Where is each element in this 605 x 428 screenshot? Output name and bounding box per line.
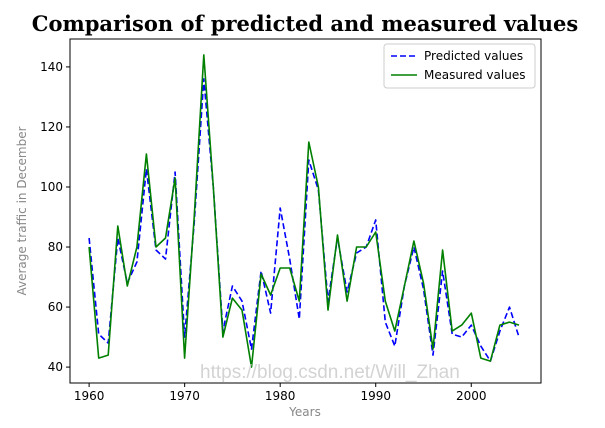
legend: Predicted values Measured values <box>383 43 536 89</box>
x-tick-label: 1970 <box>169 389 200 403</box>
legend-box <box>383 43 536 89</box>
x-tick-label: 1980 <box>265 389 296 403</box>
legend-label-predicted: Predicted values <box>424 49 523 63</box>
y-tick-label: 140 <box>40 60 63 74</box>
x-tick-label: 2000 <box>456 389 487 403</box>
x-axis-label: Years <box>288 405 321 419</box>
y-tick-label: 60 <box>48 300 63 314</box>
watermark: https://blog.csdn.net/Will_Zhan <box>200 362 460 383</box>
chart-title: Comparison of predicted and measured val… <box>32 11 578 36</box>
legend-label-measured: Measured values <box>424 68 525 82</box>
plot-frame <box>69 38 542 384</box>
y-tick-label: 40 <box>48 360 63 374</box>
y-tick-label: 80 <box>48 240 63 254</box>
y-tick-label: 100 <box>40 180 63 194</box>
y-axis-label: Average traffic in December <box>15 126 29 295</box>
x-tick-label: 1960 <box>74 389 105 403</box>
y-tick-label: 120 <box>40 120 63 134</box>
x-tick-label: 1990 <box>360 389 391 403</box>
series-line-measured <box>88 54 520 368</box>
series-line-predicted <box>88 78 520 362</box>
